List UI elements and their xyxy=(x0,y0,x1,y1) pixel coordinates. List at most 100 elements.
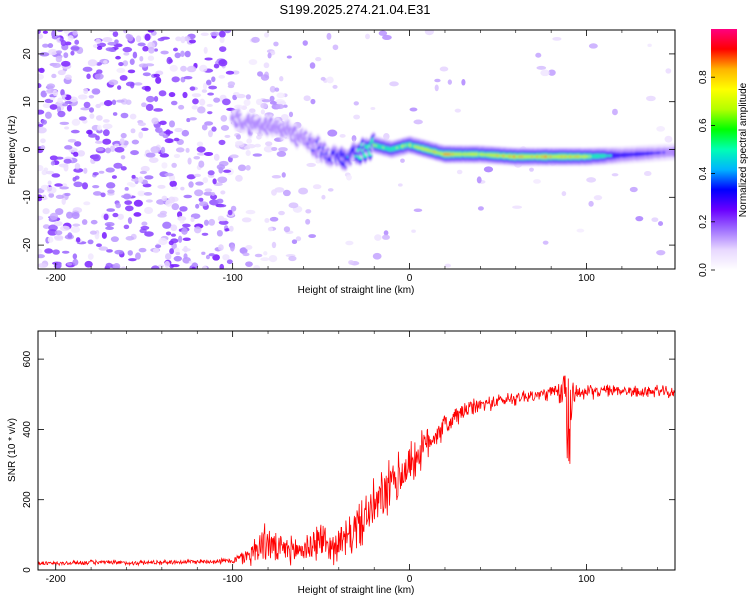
spectral-speckle xyxy=(84,260,93,268)
spectral-speckle xyxy=(230,244,235,252)
spectral-speckle xyxy=(123,52,130,56)
spectral-speckle xyxy=(535,52,542,58)
spectral-speckle xyxy=(89,230,97,235)
spectral-speckle xyxy=(95,103,101,109)
spectral-speckle xyxy=(218,30,226,38)
spectral-speckle xyxy=(59,225,70,232)
spectral-speckle xyxy=(123,224,130,230)
spectral-speckle xyxy=(629,186,638,193)
spectral-speckle xyxy=(246,144,256,149)
spectral-speckle xyxy=(138,247,147,253)
spectral-speckle xyxy=(38,263,48,268)
spectral-speckle xyxy=(183,194,193,199)
spectral-speckle xyxy=(42,30,48,34)
spectral-speckle xyxy=(66,211,73,219)
spectral-speckle xyxy=(137,190,146,197)
spectral-speckle xyxy=(180,50,185,57)
y-tick-label: -20 xyxy=(22,237,33,252)
spectral-speckle xyxy=(91,88,101,95)
snr-x-ticks: -200 -100 0 100 xyxy=(46,331,658,585)
spectral-speckle xyxy=(152,247,160,254)
spectral-speckle xyxy=(178,104,185,110)
spectral-speckle xyxy=(267,227,274,232)
spectral-speckle xyxy=(140,165,150,172)
spectral-speckle xyxy=(72,258,79,266)
spectral-speckle xyxy=(260,74,270,81)
spectral-speckle xyxy=(173,255,182,262)
spectral-speckle xyxy=(162,134,169,139)
spectral-speckle xyxy=(60,89,65,96)
spectral-speckle xyxy=(73,167,84,173)
spectral-speckle xyxy=(142,72,151,77)
spectral-speckle xyxy=(64,145,73,150)
spectral-speckle xyxy=(444,263,451,268)
spectral-speckle xyxy=(171,186,178,191)
spectral-speckle xyxy=(175,147,185,153)
spectral-speckle xyxy=(195,181,204,186)
spectral-speckle xyxy=(92,184,100,189)
spectral-speckle xyxy=(38,194,43,202)
spectral-speckle xyxy=(40,138,46,144)
spectral-speckle xyxy=(63,30,70,34)
spectral-speckle xyxy=(95,147,104,152)
spectral-speckle xyxy=(175,36,182,42)
spectral-speckle xyxy=(658,221,664,226)
spectral-speckle xyxy=(75,237,81,243)
y-tick-label: -10 xyxy=(22,190,33,205)
spectral-speckle xyxy=(193,226,202,234)
spectral-speckle xyxy=(38,73,44,80)
spectral-speckle xyxy=(199,64,208,73)
colorbar-strip xyxy=(711,29,737,270)
spectral-speckle xyxy=(63,164,69,172)
spectral-speckle xyxy=(153,48,158,52)
spectral-speckle xyxy=(533,179,541,184)
spectral-speckle xyxy=(92,154,101,162)
spectral-speckle xyxy=(168,91,176,98)
spectral-speckle xyxy=(164,253,172,260)
spectral-speckle xyxy=(105,147,112,154)
spectral-speckle xyxy=(179,219,185,224)
spectral-speckle xyxy=(647,43,652,47)
spectral-speckle xyxy=(107,41,117,46)
spectral-speckle xyxy=(72,223,81,227)
spectral-speckle xyxy=(38,123,44,128)
spectral-speckle xyxy=(169,64,178,72)
spectral-speckle xyxy=(76,150,86,157)
spectral-speckle xyxy=(49,97,55,101)
spectral-speckle xyxy=(664,135,673,143)
spectral-speckle xyxy=(288,255,297,262)
spectral-speckle xyxy=(125,99,132,105)
spectral-speckle xyxy=(134,82,143,86)
spectral-speckle xyxy=(140,225,150,230)
spectral-speckle xyxy=(203,151,214,156)
spectral-speckle xyxy=(278,210,285,216)
spectral-speckle xyxy=(122,46,133,53)
spectral-speckle xyxy=(80,107,90,111)
spectral-speckle xyxy=(78,116,87,121)
spectral-speckle xyxy=(197,106,206,114)
spectral-speckle xyxy=(191,105,199,110)
spectral-speckle xyxy=(72,30,78,36)
spectral-speckle xyxy=(38,164,44,172)
spectral-speckle xyxy=(171,76,180,83)
spectral-speckle xyxy=(227,209,233,216)
spectral-speckle xyxy=(74,39,80,45)
spectral-speckle xyxy=(141,221,148,226)
spectral-speckle xyxy=(204,57,213,61)
spectral-speckle xyxy=(174,52,181,59)
spectral-speckle xyxy=(171,162,177,168)
spectral-speckle xyxy=(118,62,124,67)
spectral-speckle xyxy=(120,112,129,119)
spectral-speckle xyxy=(45,170,55,175)
spectral-speckle xyxy=(189,117,197,121)
spectral-speckle xyxy=(182,223,191,228)
spectral-speckle xyxy=(168,196,176,204)
spectral-speckle xyxy=(269,95,275,102)
spectral-speckle xyxy=(42,103,51,109)
spectral-speckle xyxy=(38,126,47,134)
snr-series-line xyxy=(38,375,675,567)
spectral-speckle xyxy=(105,47,115,52)
spectral-speckle xyxy=(153,108,164,112)
spectral-speckle xyxy=(536,65,547,70)
spectral-speckle xyxy=(175,251,181,256)
